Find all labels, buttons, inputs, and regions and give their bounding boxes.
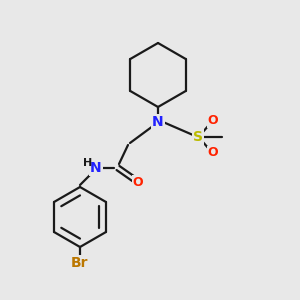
Text: N: N — [90, 161, 102, 175]
Text: H: H — [83, 158, 93, 168]
Text: S: S — [193, 130, 203, 144]
Text: O: O — [133, 176, 143, 188]
Text: O: O — [208, 115, 218, 128]
Text: N: N — [152, 115, 164, 129]
Text: Br: Br — [71, 256, 89, 270]
Text: O: O — [208, 146, 218, 160]
